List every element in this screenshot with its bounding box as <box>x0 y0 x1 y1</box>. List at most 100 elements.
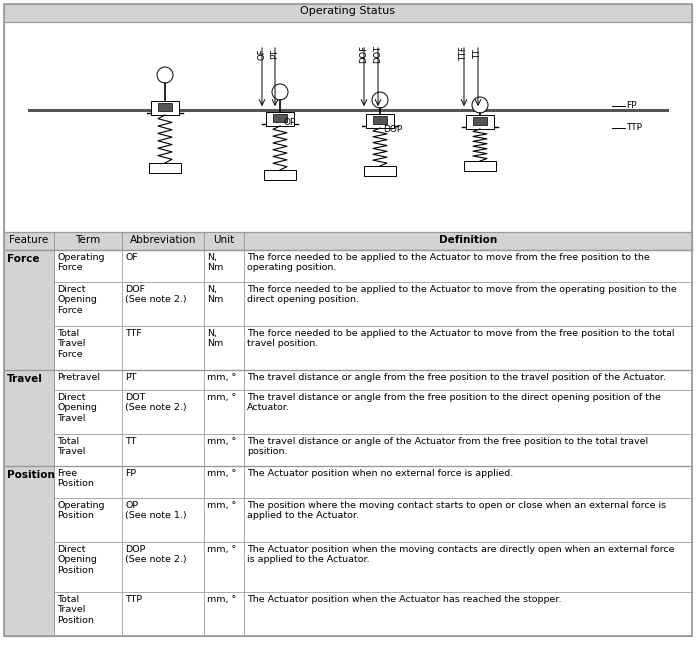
Circle shape <box>472 97 488 113</box>
Bar <box>54 390 122 434</box>
Text: DOP
(See note 2.): DOP (See note 2.) <box>125 545 187 564</box>
Text: mm, °: mm, ° <box>207 595 236 604</box>
Text: OP: OP <box>283 118 295 127</box>
Text: Operating Status: Operating Status <box>301 6 395 16</box>
Bar <box>204 434 244 466</box>
Text: Direct
Opening
Position: Direct Opening Position <box>57 545 97 575</box>
Text: Travel: Travel <box>7 374 43 384</box>
Bar <box>4 22 692 232</box>
Text: Direct
Opening
Travel: Direct Opening Travel <box>57 393 97 423</box>
Text: The Actuator position when the Actuator has reached the stopper.: The Actuator position when the Actuator … <box>247 595 562 604</box>
Bar <box>244 592 692 636</box>
Text: Abbreviation: Abbreviation <box>129 235 196 245</box>
Text: Feature: Feature <box>9 235 49 245</box>
Bar <box>54 282 122 326</box>
Bar <box>54 326 122 370</box>
Text: Term: Term <box>75 235 101 245</box>
Bar <box>54 434 122 466</box>
Bar <box>244 326 692 370</box>
Text: Pretravel: Pretravel <box>57 373 100 382</box>
Text: The force needed to be applied to the Actuator to move from the operating positi: The force needed to be applied to the Ac… <box>247 285 677 304</box>
Bar <box>122 250 204 282</box>
Text: Free
Position: Free Position <box>57 469 94 489</box>
Bar <box>244 498 692 542</box>
Text: N,
Nm: N, Nm <box>207 285 223 304</box>
Text: DOF
(See note 2.): DOF (See note 2.) <box>125 285 187 304</box>
Bar <box>204 282 244 326</box>
Bar <box>204 390 244 434</box>
Text: mm, °: mm, ° <box>207 393 236 402</box>
Circle shape <box>372 92 388 108</box>
Bar <box>122 370 204 390</box>
Text: TT: TT <box>473 49 482 59</box>
Bar <box>122 390 204 434</box>
Bar <box>204 326 244 370</box>
Text: mm, °: mm, ° <box>207 373 236 382</box>
Bar <box>4 250 54 370</box>
Text: DOF: DOF <box>360 45 368 63</box>
Bar <box>466 115 494 129</box>
Text: FP: FP <box>626 102 637 110</box>
Text: Definition: Definition <box>439 235 497 245</box>
Text: DOP: DOP <box>383 125 402 134</box>
Text: Position: Position <box>7 470 55 480</box>
Bar <box>122 282 204 326</box>
Bar <box>54 466 122 498</box>
Bar <box>244 250 692 282</box>
Bar <box>4 370 54 466</box>
Text: Total
Travel
Force: Total Travel Force <box>57 329 86 359</box>
Text: The travel distance or angle from the free position to the travel position of th: The travel distance or angle from the fr… <box>247 373 666 382</box>
Text: TTP: TTP <box>626 124 642 133</box>
Text: TTP: TTP <box>125 595 142 604</box>
Bar <box>4 232 692 250</box>
Bar <box>122 498 204 542</box>
Text: The force needed to be applied to the Actuator to move from the free position to: The force needed to be applied to the Ac… <box>247 329 674 349</box>
Bar <box>54 592 122 636</box>
Bar <box>244 542 692 592</box>
Bar <box>364 166 396 176</box>
Text: Total
Travel: Total Travel <box>57 437 86 456</box>
Text: TT: TT <box>125 437 136 446</box>
Text: OF: OF <box>125 253 138 262</box>
Bar <box>122 434 204 466</box>
Text: The force needed to be applied to the Actuator to move from the free position to: The force needed to be applied to the Ac… <box>247 253 650 272</box>
Bar <box>264 170 296 180</box>
Bar <box>204 592 244 636</box>
Bar <box>158 103 172 111</box>
Circle shape <box>157 67 173 83</box>
Bar <box>204 370 244 390</box>
Text: TTF: TTF <box>459 46 468 61</box>
Bar <box>204 498 244 542</box>
Text: PT: PT <box>271 49 280 59</box>
Text: OP
(See note 1.): OP (See note 1.) <box>125 501 187 521</box>
Bar <box>122 542 204 592</box>
Circle shape <box>272 84 288 100</box>
Bar <box>266 112 294 126</box>
Text: Total
Travel
Position: Total Travel Position <box>57 595 94 625</box>
Bar <box>244 434 692 466</box>
Text: DOT
(See note 2.): DOT (See note 2.) <box>125 393 187 412</box>
Text: mm, °: mm, ° <box>207 501 236 510</box>
Text: The Actuator position when the moving contacts are directly open when an externa: The Actuator position when the moving co… <box>247 545 674 564</box>
Bar <box>204 542 244 592</box>
Text: Force: Force <box>7 254 40 264</box>
Text: DOT: DOT <box>374 45 383 63</box>
Bar <box>244 370 692 390</box>
Text: mm, °: mm, ° <box>207 437 236 446</box>
Bar <box>244 466 692 498</box>
Text: Operating
Position: Operating Position <box>57 501 104 521</box>
Text: N,
Nm: N, Nm <box>207 253 223 272</box>
Bar <box>149 163 181 173</box>
Text: The travel distance or angle from the free position to the direct opening positi: The travel distance or angle from the fr… <box>247 393 661 412</box>
Bar <box>244 282 692 326</box>
Text: Direct
Opening
Force: Direct Opening Force <box>57 285 97 315</box>
Text: OF: OF <box>258 48 267 60</box>
Bar <box>122 592 204 636</box>
Bar <box>373 116 387 124</box>
Text: mm, °: mm, ° <box>207 469 236 478</box>
Bar <box>54 250 122 282</box>
Bar <box>244 390 692 434</box>
Text: TTF: TTF <box>125 329 142 338</box>
Text: The position where the moving contact starts to open or close when an external f: The position where the moving contact st… <box>247 501 666 521</box>
Bar <box>204 466 244 498</box>
